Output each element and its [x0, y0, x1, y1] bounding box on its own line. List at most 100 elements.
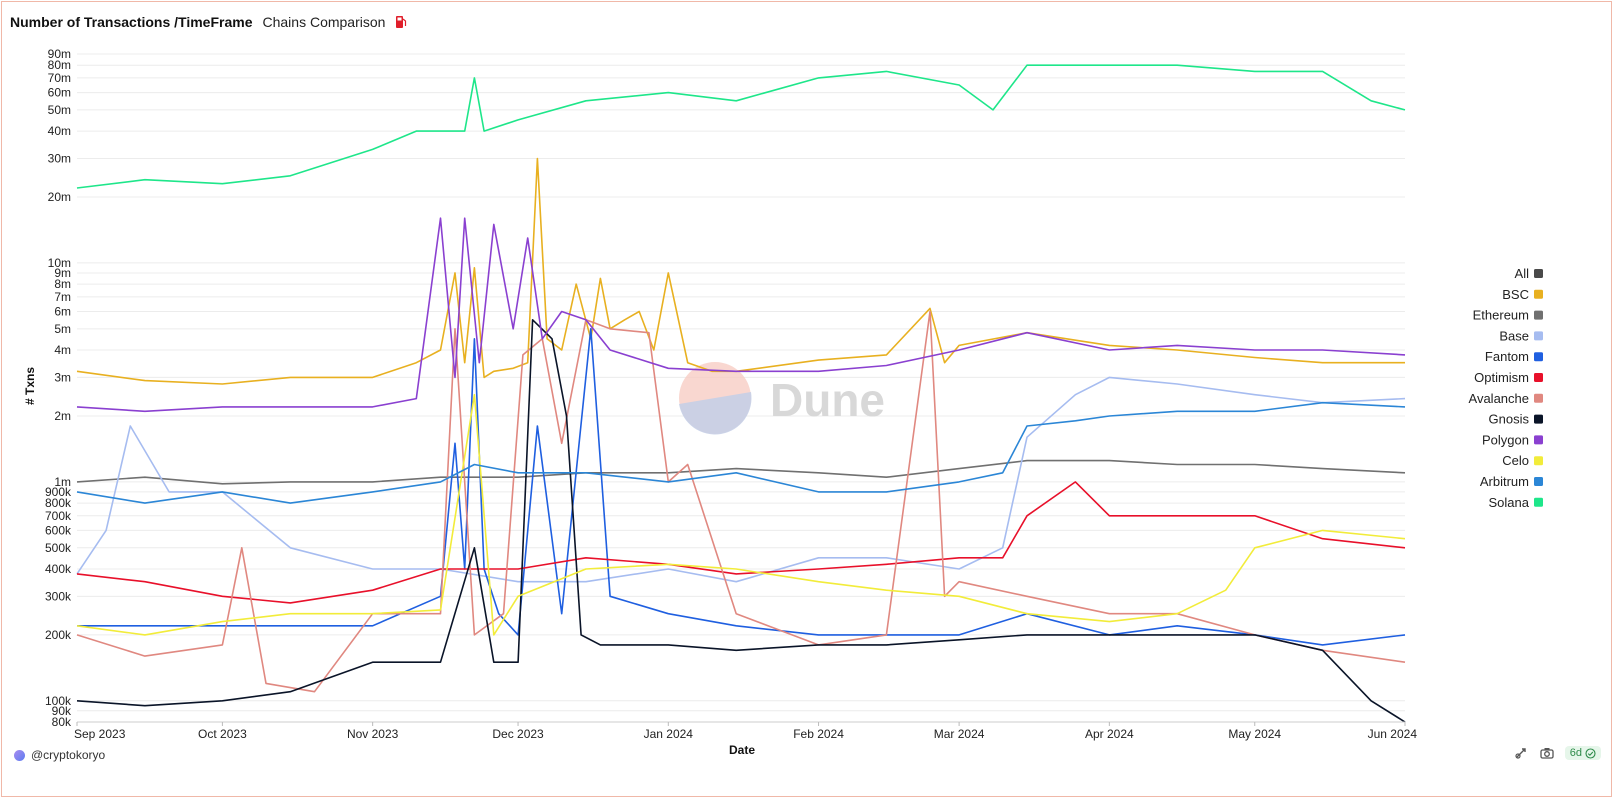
legend-swatch [1534, 456, 1543, 466]
series-line-solana[interactable] [76, 64, 1406, 189]
legend-swatch [1534, 414, 1543, 424]
y-tick-label: 50m [48, 103, 71, 117]
y-axis-title: # Txns [23, 367, 37, 405]
y-tick-label: 80m [48, 58, 71, 72]
legend-label: All [1515, 266, 1530, 281]
x-axis: Sep 2023 Oct 2023 Nov 2023 Dec 2023 Jan 2024… [74, 721, 1418, 741]
legend-item-arbitrum[interactable]: Arbitrum [1480, 474, 1543, 489]
series-line-ethereum[interactable] [76, 459, 1406, 485]
series-line-arbitrum[interactable] [76, 401, 1406, 504]
x-tick-label: Feb 2024 [793, 727, 844, 741]
footer-tools: 6d [1513, 745, 1601, 761]
legend-item-gnosis[interactable]: Gnosis [1489, 412, 1543, 427]
series-line-optimism[interactable] [76, 481, 1406, 604]
legend-item-all[interactable]: All [1515, 266, 1543, 281]
legend-label: Ethereum [1473, 308, 1529, 323]
legend-item-solana[interactable]: Solana [1489, 495, 1543, 510]
y-tick-label: 5m [54, 322, 71, 336]
x-tick-label: May 2024 [1228, 727, 1281, 741]
legend-swatch [1534, 352, 1543, 362]
legend-swatch [1534, 373, 1543, 382]
y-tick-label: 1m [54, 475, 71, 489]
legend: All BSC Ethereum Base Fantom Optimism Avalanch… [1469, 266, 1543, 510]
watermark-text: Dune [770, 374, 885, 426]
author-name: @cryptokoryo [31, 748, 106, 762]
footer-author[interactable]: @cryptokoryo [14, 748, 105, 762]
y-tick-label: 40m [48, 124, 71, 138]
y-tick-label: 3m [54, 370, 71, 384]
series-line-gnosis[interactable] [76, 318, 1406, 723]
y-tick-label: 7m [54, 290, 71, 304]
legend-label: Gnosis [1489, 412, 1530, 427]
legend-item-optimism[interactable]: Optimism [1474, 370, 1543, 385]
check-circle-icon [1585, 747, 1596, 759]
legend-swatch [1534, 435, 1543, 445]
series-line-polygon[interactable] [76, 217, 1406, 413]
y-tick-label: 600k [45, 523, 72, 537]
y-tick-label: 300k [45, 589, 72, 603]
legend-label: Solana [1489, 495, 1530, 510]
y-tick-label: 2m [54, 409, 71, 423]
y-tick-label: 4m [54, 343, 71, 357]
y-tick-label: 9m [54, 266, 71, 280]
y-tick-label: 800k [45, 496, 72, 510]
x-tick-label: Dec 2023 [492, 727, 544, 741]
legend-label: Polygon [1482, 432, 1529, 447]
legend-item-polygon[interactable]: Polygon [1482, 432, 1543, 447]
legend-swatch [1534, 497, 1543, 507]
series-line-celo[interactable] [76, 393, 1406, 636]
grid-layer [77, 53, 1405, 723]
y-tick-label: 500k [45, 541, 72, 555]
legend-label: BSC [1502, 287, 1529, 302]
legend-swatch [1534, 310, 1543, 320]
camera-icon[interactable] [1539, 745, 1555, 761]
x-tick-label: Jan 2024 [644, 727, 694, 741]
legend-item-bsc[interactable]: BSC [1502, 287, 1543, 302]
fuel-pump-icon [396, 16, 407, 28]
legend-item-fantom[interactable]: Fantom [1485, 349, 1543, 364]
legend-label: Arbitrum [1480, 474, 1529, 489]
data-age-badge[interactable]: 6d [1564, 746, 1601, 760]
legend-label: Celo [1502, 453, 1529, 468]
y-tick-label: 900k [45, 485, 72, 499]
legend-item-avalanche[interactable]: Avalanche [1469, 391, 1543, 406]
avatar [14, 749, 25, 761]
legend-label: Base [1499, 328, 1529, 343]
legend-item-base[interactable]: Base [1499, 328, 1543, 343]
x-tick-label: Oct 2023 [198, 727, 247, 741]
chart-title: Number of Transactions /TimeFrame [10, 14, 253, 30]
x-tick-label: Apr 2024 [1085, 727, 1134, 741]
y-tick-label: 30m [48, 151, 71, 165]
legend-swatch [1534, 269, 1543, 278]
legend-swatch [1534, 477, 1543, 486]
series-line-base[interactable] [76, 376, 1406, 583]
legend-item-celo[interactable]: Celo [1502, 453, 1543, 468]
x-tick-label: Sep 2023 [74, 727, 126, 741]
y-tick-label: 10m [48, 256, 71, 270]
x-tick-label: Mar 2024 [934, 727, 985, 741]
legend-label: Avalanche [1469, 391, 1529, 406]
legend-swatch [1534, 331, 1543, 341]
y-tick-label: 400k [45, 562, 72, 576]
chart-header: Number of Transactions /TimeFrame Chains… [10, 12, 407, 32]
x-tick-label: Nov 2023 [347, 727, 399, 741]
y-tick-label: 70m [48, 71, 71, 85]
legend-swatch [1534, 393, 1543, 403]
y-tick-label: 700k [45, 509, 72, 523]
y-tick-label: 90k [52, 704, 72, 718]
y-tick-label: 80k [52, 715, 72, 729]
legend-label: Optimism [1474, 370, 1529, 385]
y-tick-label: 8m [54, 277, 71, 291]
legend-swatch [1534, 289, 1543, 299]
legend-label: Fantom [1485, 349, 1529, 364]
x-axis-title: Date [729, 743, 755, 757]
embed-icon[interactable] [1513, 745, 1529, 761]
y-tick-label: 100k [45, 694, 72, 708]
legend-item-ethereum[interactable]: Ethereum [1473, 308, 1543, 323]
series-line-avalanche[interactable] [76, 310, 1406, 693]
y-tick-label: 60m [48, 86, 71, 100]
x-tick-label: Jun 2024 [1368, 727, 1418, 741]
series-layer [76, 64, 1406, 723]
